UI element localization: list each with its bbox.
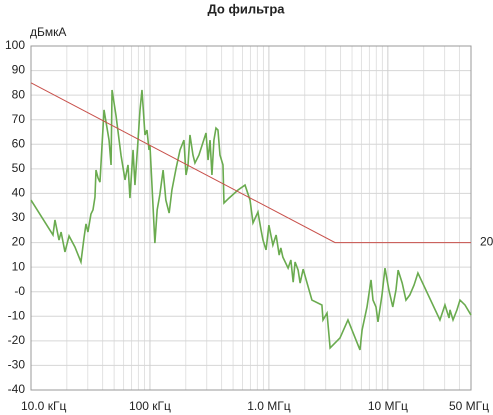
y-tick-label: -10: [8, 308, 26, 322]
y-tick-label: 30: [12, 210, 26, 224]
y-tick-label: 100: [5, 38, 25, 52]
y-tick-label: -20: [8, 333, 26, 347]
y-tick-label: 80: [12, 87, 26, 101]
x-tick-label: 100 кГц: [129, 399, 171, 413]
y-tick-label: -40: [8, 382, 26, 396]
y-tick-label: 20: [12, 235, 26, 249]
y-axis-label: дБмкА: [30, 25, 66, 39]
y-tick-label: -0: [14, 284, 25, 298]
chart-title: До фильтра: [208, 1, 286, 16]
x-tick-label: 10 МГц: [368, 399, 408, 413]
y-tick-label: 60: [12, 136, 26, 150]
y-tick-label: 90: [12, 63, 26, 77]
y-tick-label: 40: [12, 186, 26, 200]
y-tick-label: 70: [12, 112, 26, 126]
y-tick-label: 50: [12, 161, 26, 175]
series-line: [30, 89, 472, 351]
series-line: [30, 82, 471, 244]
x-tick-label: 1.0 МГц: [247, 399, 291, 413]
x-tick-label: 50 МГц: [449, 399, 489, 413]
plot-frame: [30, 45, 472, 391]
value-label: 20: [480, 235, 493, 249]
y-tick-label: 10: [12, 259, 26, 273]
x-tick-label: 10.0 кГц: [21, 399, 66, 413]
y-tick-label: -30: [8, 358, 26, 372]
